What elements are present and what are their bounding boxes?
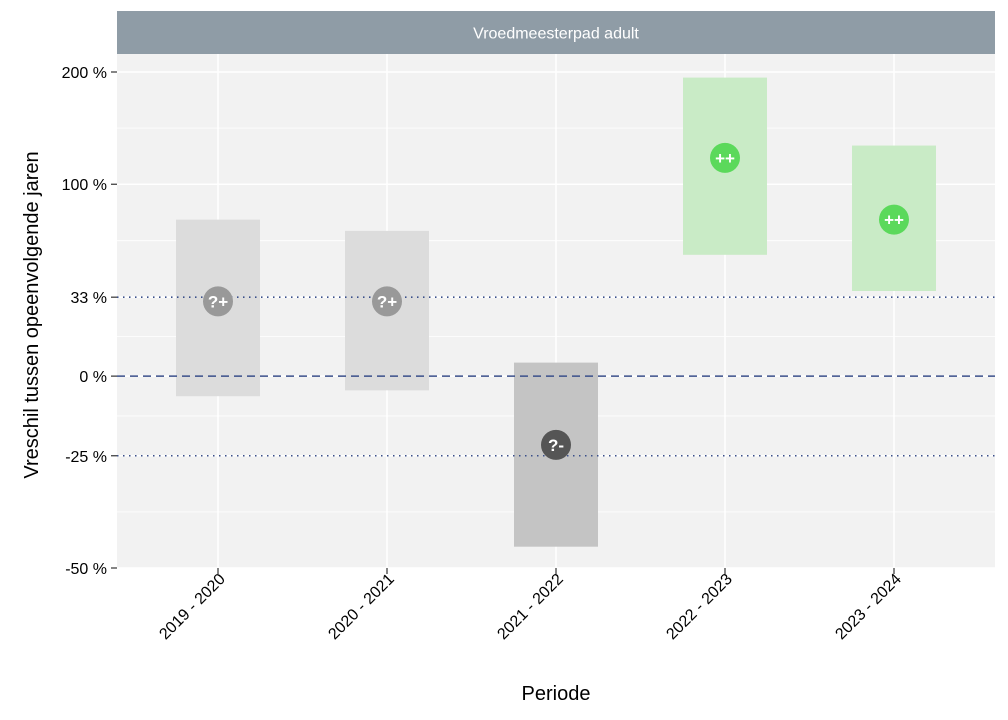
x-tick-label: 2023 - 2024 — [832, 571, 904, 643]
y-tick-label: 33 % — [71, 290, 107, 307]
x-tick-label: 2021 - 2022 — [494, 571, 566, 643]
estimate-marker — [710, 142, 740, 173]
estimate-class-label: ?- — [548, 436, 564, 455]
y-tick-label: 100 % — [62, 177, 107, 194]
x-tick-label: 2020 - 2021 — [325, 571, 397, 643]
y-axis: 200 % 100 % 33 % 0 % -25 % -50 % — [62, 65, 117, 578]
y-tick-label: -25 % — [65, 449, 107, 466]
estimate-marker — [541, 429, 571, 460]
x-tick-label: 2019 - 2020 — [156, 571, 228, 643]
x-axis: 2019 - 2020 2020 - 2021 2021 - 2022 2022 - … — [156, 568, 905, 643]
estimate-marker — [372, 286, 402, 317]
panel-title: Vroedmeesterpad adult — [473, 26, 639, 43]
y-tick-label: -50 % — [65, 561, 107, 578]
estimate-class-label: ?+ — [377, 292, 397, 311]
y-axis-title: Vreschil tussen opeenvolgende jaren — [21, 151, 43, 478]
estimate-marker — [879, 204, 909, 235]
estimate-markers: ?+ ?+ ?- ++ ++ — [203, 142, 909, 460]
estimate-class-label: ++ — [884, 211, 904, 230]
x-axis-title: Periode — [522, 683, 591, 705]
x-tick-label: 2022 - 2023 — [663, 571, 735, 643]
y-tick-label: 200 % — [62, 65, 107, 82]
panel-strip — [117, 11, 995, 54]
estimate-class-label: ?+ — [208, 292, 228, 311]
estimate-marker — [203, 286, 233, 317]
y-tick-label: 0 % — [79, 369, 107, 386]
estimate-class-label: ++ — [715, 149, 735, 168]
